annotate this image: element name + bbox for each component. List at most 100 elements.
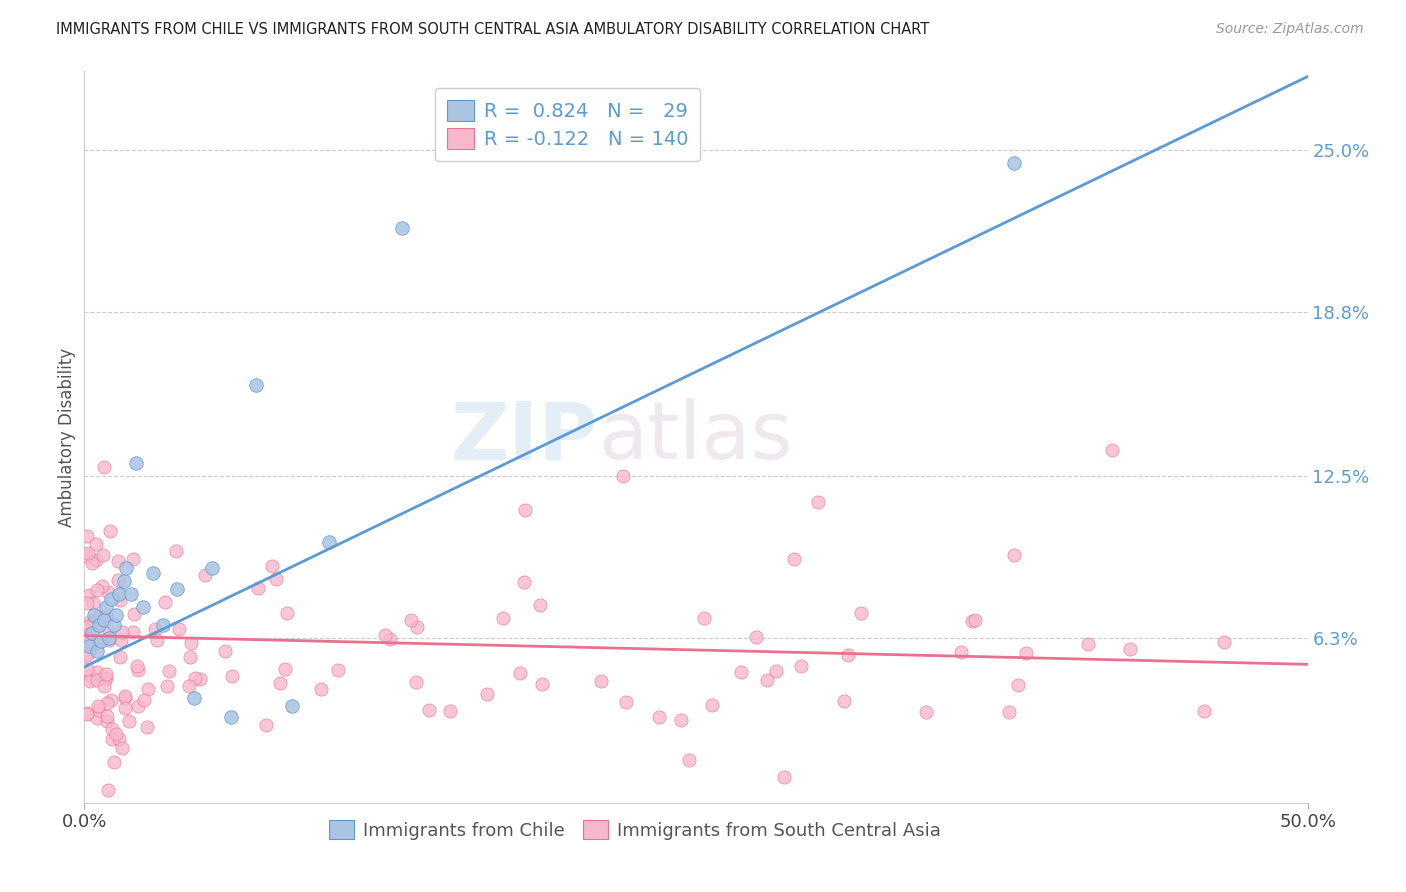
Point [77, 588, 100, 602]
Point [136, 681, 159, 696]
Point [152, 618, 174, 632]
Point [77, 639, 100, 653]
Point [998, 705, 1021, 719]
Point [849, 606, 872, 620]
Point [276, 606, 298, 620]
Point [97, 584, 120, 599]
Point [127, 659, 149, 673]
Text: Source: ZipAtlas.com: Source: ZipAtlas.com [1216, 22, 1364, 37]
Text: IMMIGRANTS FROM CHILE VS IMMIGRANTS FROM SOUTH CENTRAL ASIA AMBULATORY DISABILIT: IMMIGRANTS FROM CHILE VS IMMIGRANTS FROM… [56, 22, 929, 37]
Point [87, 698, 110, 713]
Point [475, 687, 498, 701]
Point [114, 691, 136, 706]
Point [153, 595, 176, 609]
Point [84, 537, 107, 551]
Point [107, 587, 129, 601]
Point [127, 699, 149, 714]
Point [260, 559, 283, 574]
Point [112, 574, 135, 588]
Point [179, 649, 201, 664]
Point [1002, 156, 1025, 170]
Point [530, 677, 553, 691]
Point [915, 705, 938, 719]
Point [1101, 443, 1123, 458]
Point [1007, 678, 1029, 692]
Point [107, 587, 129, 601]
Point [76, 648, 98, 662]
Point [1119, 642, 1142, 657]
Point [86, 665, 108, 680]
Point [200, 560, 222, 574]
Point [89, 633, 111, 648]
Point [648, 709, 671, 723]
Point [107, 554, 129, 568]
Point [219, 709, 242, 723]
Point [156, 680, 179, 694]
Point [83, 607, 105, 622]
Point [439, 704, 461, 718]
Point [406, 619, 429, 633]
Y-axis label: Ambulatory Disability: Ambulatory Disability [58, 348, 76, 526]
Point [529, 598, 551, 612]
Point [79, 673, 101, 688]
Point [700, 698, 723, 712]
Point [104, 726, 127, 740]
Point [86, 583, 108, 598]
Point [1192, 704, 1215, 718]
Point [76, 546, 98, 560]
Point [94, 667, 117, 681]
Point [87, 619, 110, 633]
Point [183, 671, 205, 685]
Point [1015, 646, 1038, 660]
Point [783, 552, 806, 566]
Point [513, 503, 536, 517]
Point [125, 456, 148, 470]
Point [245, 377, 267, 392]
Point [107, 732, 129, 747]
Point [87, 618, 110, 632]
Point [90, 579, 112, 593]
Point [122, 607, 145, 621]
Point [678, 753, 700, 767]
Point [405, 675, 427, 690]
Point [669, 713, 692, 727]
Point [142, 566, 165, 580]
Point [765, 664, 787, 678]
Point [96, 714, 118, 728]
Point [614, 695, 637, 709]
Point [177, 679, 200, 693]
Point [96, 599, 118, 614]
Point [157, 664, 180, 678]
Point [1002, 548, 1025, 562]
Point [391, 221, 413, 235]
Point [309, 681, 332, 696]
Point [328, 663, 350, 677]
Point [744, 630, 766, 644]
Point [132, 692, 155, 706]
Point [91, 548, 114, 562]
Point [962, 614, 984, 628]
Point [832, 694, 855, 708]
Point [274, 662, 297, 676]
Point [84, 553, 107, 567]
Point [194, 568, 217, 582]
Point [80, 556, 103, 570]
Point [214, 644, 236, 658]
Point [772, 770, 794, 784]
Point [789, 659, 811, 673]
Point [86, 644, 108, 658]
Point [121, 552, 143, 566]
Point [167, 622, 190, 636]
Point [418, 703, 440, 717]
Point [269, 676, 291, 690]
Point [264, 572, 287, 586]
Point [110, 649, 132, 664]
Point [105, 607, 128, 622]
Point [110, 741, 132, 756]
Point [93, 608, 115, 623]
Point [115, 560, 138, 574]
Point [80, 614, 103, 628]
Point [135, 720, 157, 734]
Point [86, 673, 108, 687]
Point [87, 609, 110, 624]
